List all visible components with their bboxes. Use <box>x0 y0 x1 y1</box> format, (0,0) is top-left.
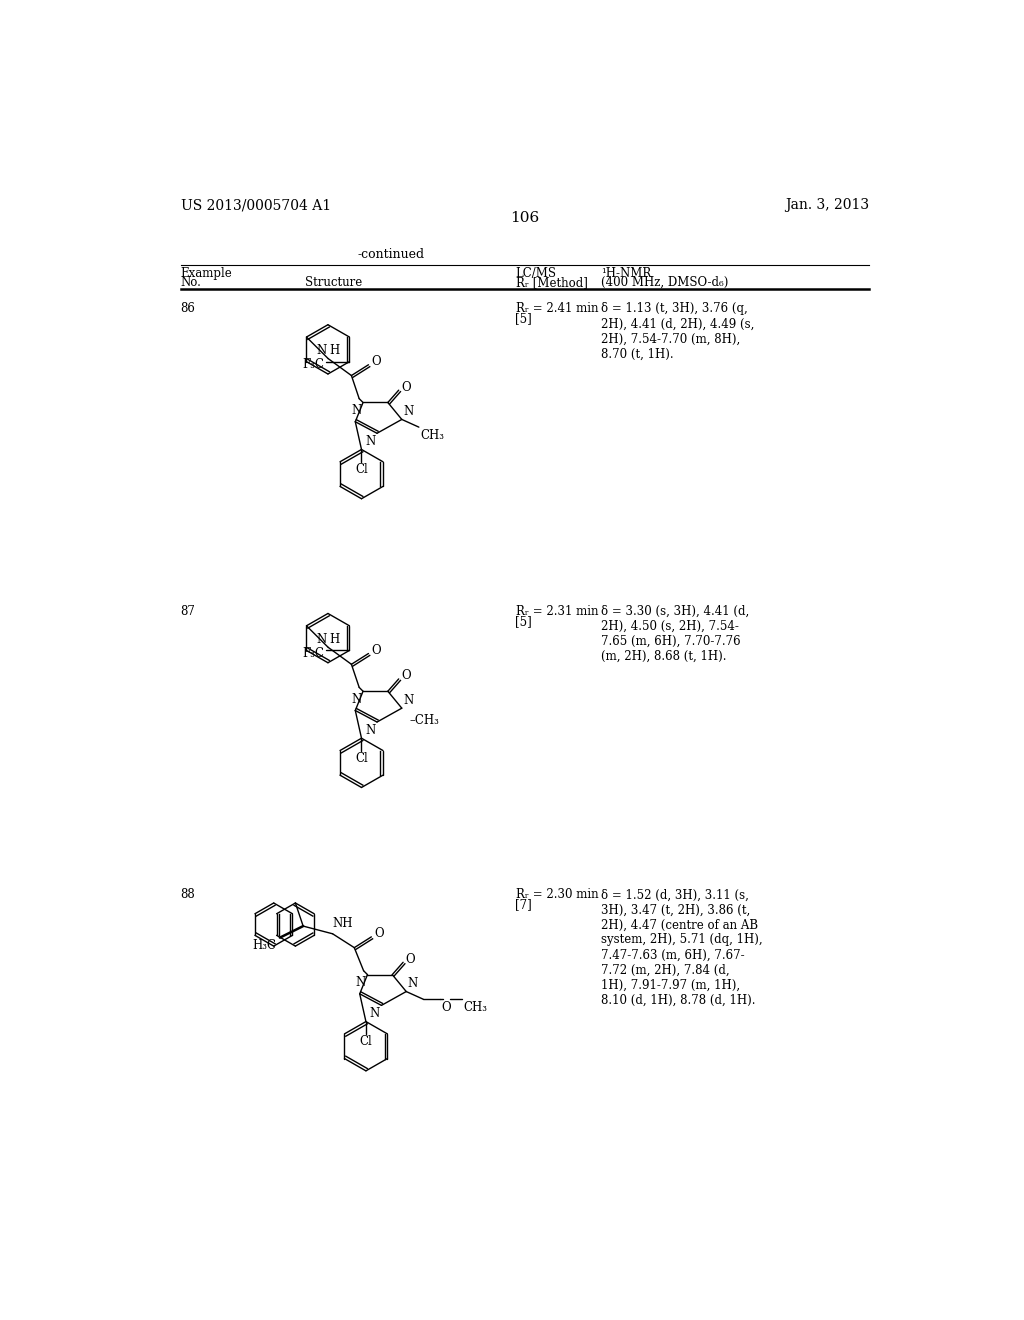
Text: N: N <box>403 693 414 706</box>
Text: CH₃: CH₃ <box>464 1001 487 1014</box>
Text: No.: No. <box>180 276 202 289</box>
Text: Cl: Cl <box>359 1035 373 1048</box>
Text: [5]: [5] <box>515 313 532 326</box>
Text: 88: 88 <box>180 888 196 902</box>
Text: CH₃: CH₃ <box>421 429 444 442</box>
Text: N: N <box>316 345 327 358</box>
Text: N: N <box>351 404 361 417</box>
Text: δ = 3.30 (s, 3H), 4.41 (d,
2H), 4.50 (s, 2H), 7.54-
7.65 (m, 6H), 7.70-7.76
(m, : δ = 3.30 (s, 3H), 4.41 (d, 2H), 4.50 (s,… <box>601 605 749 663</box>
Text: N: N <box>351 693 361 706</box>
Text: O: O <box>375 927 384 940</box>
Text: Jan. 3, 2013: Jan. 3, 2013 <box>784 198 869 213</box>
Text: LC/MS: LC/MS <box>515 267 556 280</box>
Text: Example: Example <box>180 267 232 280</box>
Text: [7]: [7] <box>515 899 532 911</box>
Text: δ = 1.13 (t, 3H), 3.76 (q,
2H), 4.41 (d, 2H), 4.49 (s,
2H), 7.54-7.70 (m, 8H),
8: δ = 1.13 (t, 3H), 3.76 (q, 2H), 4.41 (d,… <box>601 302 754 360</box>
Text: NH: NH <box>333 917 353 929</box>
Text: H: H <box>330 632 340 645</box>
Text: O: O <box>372 644 381 657</box>
Text: –CH₃: –CH₃ <box>410 714 439 727</box>
Text: O: O <box>372 355 381 368</box>
Text: Rᵣ = 2.41 min: Rᵣ = 2.41 min <box>515 302 598 315</box>
Text: N: N <box>403 405 414 418</box>
Text: 106: 106 <box>510 211 540 224</box>
Text: O: O <box>401 380 411 393</box>
Text: O: O <box>406 953 415 966</box>
Text: Structure: Structure <box>305 276 362 289</box>
Text: Rᵣ = 2.31 min: Rᵣ = 2.31 min <box>515 605 598 618</box>
Text: 87: 87 <box>180 605 196 618</box>
Text: H₃C: H₃C <box>253 940 276 952</box>
Text: N: N <box>366 434 376 447</box>
Text: δ = 1.52 (d, 3H), 3.11 (s,
3H), 3.47 (t, 2H), 3.86 (t,
2H), 4.47 (centre of an A: δ = 1.52 (d, 3H), 3.11 (s, 3H), 3.47 (t,… <box>601 888 763 1006</box>
Text: Cl: Cl <box>355 752 368 766</box>
Text: (400 MHz, DMSO-d₆): (400 MHz, DMSO-d₆) <box>601 276 728 289</box>
Text: N: N <box>370 1007 380 1020</box>
Text: Rᵣ = 2.30 min: Rᵣ = 2.30 min <box>515 888 598 902</box>
Text: O: O <box>401 669 411 682</box>
Text: ¹H-NMR: ¹H-NMR <box>601 267 651 280</box>
Text: -continued: -continued <box>358 248 425 261</box>
Text: US 2013/0005704 A1: US 2013/0005704 A1 <box>180 198 331 213</box>
Text: Rᵣ [Method]: Rᵣ [Method] <box>515 276 588 289</box>
Text: [5]: [5] <box>515 615 532 628</box>
Text: N: N <box>355 977 366 989</box>
Text: N: N <box>316 632 327 645</box>
Text: N: N <box>366 723 376 737</box>
Text: F₃C: F₃C <box>303 647 325 660</box>
Text: Cl: Cl <box>355 463 368 477</box>
Text: N: N <box>408 977 418 990</box>
Text: 86: 86 <box>180 302 196 315</box>
Text: F₃C: F₃C <box>303 358 325 371</box>
Text: H: H <box>330 345 340 358</box>
Text: O: O <box>441 1001 452 1014</box>
